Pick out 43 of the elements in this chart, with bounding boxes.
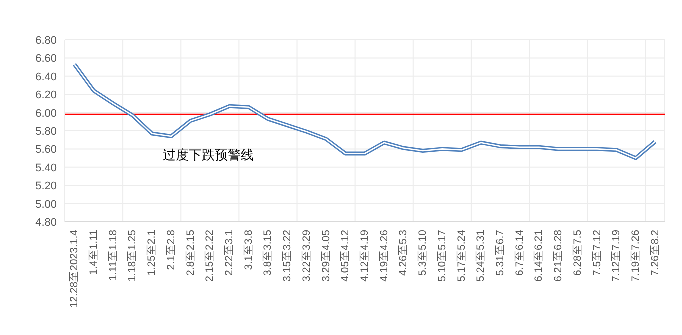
x-tick-label: 6.28至7.5 [572,230,584,276]
y-tick-label: 5.20 [36,180,57,193]
y-tick-label: 6.80 [36,35,57,47]
x-tick-label: 7.12至7.19 [610,230,623,282]
x-tick-label: 3.15至3.22 [282,230,294,282]
x-tick-label: 2.22至3.1 [224,230,236,276]
x-tick-label: 1.4至1.11 [88,230,100,276]
x-tick-label: 5.24至5.31 [475,230,488,282]
y-tick-label: 5.80 [36,126,57,138]
y-tick-label: 6.40 [36,71,57,84]
x-tick-label: 4.12至4.19 [359,230,371,282]
y-tick-label: 5.00 [36,198,57,211]
x-tick-label: 3.8至3.15 [262,230,274,276]
x-tick-label: 5.10至5.17 [436,230,448,282]
x-tick-label: 1.11至1.18 [107,230,120,282]
x-tick-label: 4.05至4.12 [340,230,352,282]
x-tick-label: 6.7至6.14 [514,230,526,276]
y-tick-label: 6.60 [36,53,57,66]
ref-line-label: 过度下跌预警线 [163,148,254,163]
y-tick-label: 6.20 [36,90,57,102]
x-tick-label: 12.28至2023.1.4 [68,230,81,308]
x-tick-label: 1.18至1.25 [126,230,139,282]
x-tick-label: 2.8至2.15 [184,230,197,276]
y-tick-label: 5.60 [36,144,57,156]
x-tick-label: 4.26至5.3 [398,230,410,276]
x-tick-label: 2.15至2.22 [204,230,216,282]
x-tick-label: 7.26至8.2 [649,230,662,276]
x-tick-label: 5.17至5.24 [456,230,468,282]
x-tick-label: 1.25至2.1 [146,230,158,276]
x-tick-label: 3.1至3.8 [242,230,255,270]
x-tick-label: 6.14至6.21 [533,230,546,282]
x-tick-label: 7.19至7.26 [630,230,642,282]
x-tick-label: 6.21至6.28 [552,230,565,282]
y-tick-label: 5.40 [36,162,57,174]
y-tick-label: 4.80 [36,217,57,229]
x-tick-label: 5.3至5.10 [417,230,430,276]
x-tick-label: 3.22至3.29 [300,230,313,282]
x-tick-label: 3.29至4.05 [320,230,332,282]
x-tick-label: 5.31至6.7 [494,230,506,276]
y-tick-label: 6.00 [36,108,57,120]
x-tick-label: 7.5至7.12 [591,230,604,276]
x-tick-label: 4.19至4.26 [378,230,390,282]
x-tick-label: 2.1至2.8 [165,230,178,270]
